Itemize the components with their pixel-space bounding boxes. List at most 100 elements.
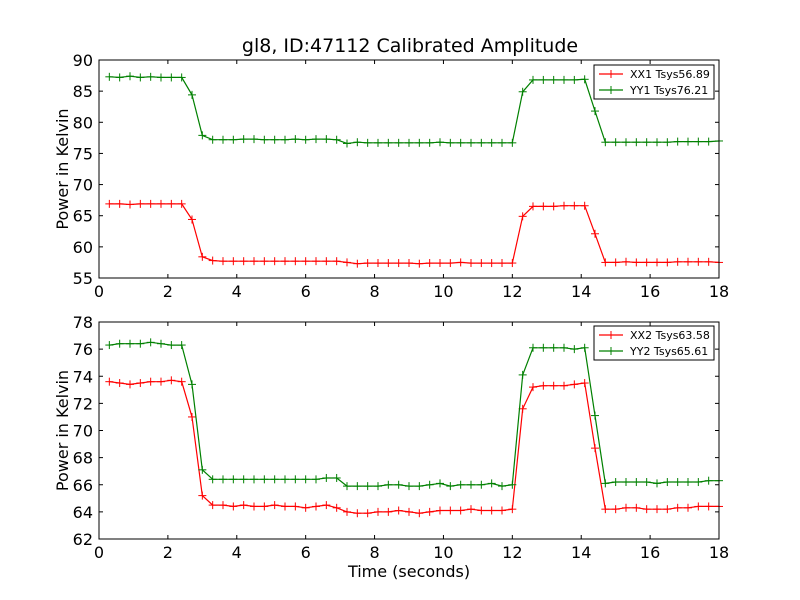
data-point: [549, 202, 558, 211]
x-tick-label: 12: [502, 543, 522, 562]
data-point: [353, 509, 362, 518]
data-point: [642, 478, 651, 487]
data-point: [663, 505, 672, 514]
data-point: [260, 135, 269, 144]
x-tick-label: 10: [433, 282, 453, 301]
data-point: [126, 380, 134, 389]
data-point: [394, 480, 403, 489]
x-tick-label: 12: [502, 282, 522, 301]
data-point: [353, 259, 362, 268]
data-point: [126, 339, 134, 348]
data-point: [208, 501, 217, 510]
y-tick-label: 60: [73, 238, 93, 257]
data-point: [229, 135, 238, 144]
data-point: [436, 259, 444, 268]
data-point: [332, 473, 341, 482]
data-point: [539, 343, 548, 352]
data-point: [591, 107, 599, 116]
data-point: [684, 257, 692, 266]
top-panel: 0 2 4 6 8 10 12 14 16 18 55 60 65 70 75 80 85 90 Power in …: [53, 51, 729, 301]
legend-entry: XX1 Tsys56.89: [630, 68, 710, 81]
data-point: [405, 482, 413, 491]
data-point: [322, 501, 331, 510]
data-point: [601, 479, 610, 488]
data-point: [188, 380, 196, 389]
data-point: [498, 482, 506, 491]
data-point: [549, 381, 558, 390]
data-point: [281, 502, 289, 511]
data-point: [477, 138, 486, 147]
data-point: [653, 479, 661, 488]
data-point: [477, 259, 486, 268]
data-point: [332, 257, 341, 266]
data-point: [539, 202, 548, 211]
x-tick-label: 18: [709, 282, 729, 301]
x-tick-label: 8: [369, 282, 379, 301]
data-point: [167, 341, 176, 350]
y-tick-label: 66: [73, 476, 93, 495]
data-point: [487, 138, 496, 147]
legend-entry: YY2 Tsys65.61: [629, 345, 708, 358]
data-point: [436, 506, 444, 515]
data-point: [684, 137, 692, 146]
data-point: [291, 475, 300, 484]
data-point: [694, 137, 703, 146]
data-point: [425, 480, 434, 489]
data-point: [642, 505, 651, 514]
data-point: [580, 379, 589, 388]
data-point: [539, 75, 548, 84]
data-point: [508, 138, 517, 147]
data-point: [146, 199, 155, 208]
data-point: [425, 138, 434, 147]
data-point: [260, 257, 269, 266]
data-point: [570, 75, 579, 84]
data-point: [167, 73, 176, 82]
data-point: [467, 259, 475, 268]
data-point: [653, 505, 661, 514]
data-point: [343, 139, 351, 148]
data-point: [591, 411, 599, 420]
data-point: [250, 257, 258, 266]
data-point: [312, 257, 320, 266]
data-point: [394, 138, 403, 147]
data-point: [704, 502, 713, 511]
data-point: [673, 257, 682, 266]
data-point: [105, 72, 114, 81]
data-point: [632, 138, 641, 147]
data-point: [105, 377, 114, 386]
data-point: [580, 75, 589, 84]
data-point: [332, 503, 341, 512]
data-point: [446, 506, 455, 515]
data-point: [239, 501, 248, 510]
data-point: [673, 137, 682, 146]
data-point: [477, 506, 486, 515]
data-point: [611, 258, 620, 267]
data-point: [684, 503, 692, 512]
data-point: [343, 258, 351, 267]
data-point: [301, 503, 310, 512]
data-point: [653, 258, 661, 267]
data-point: [126, 72, 134, 81]
data-point: [663, 258, 672, 267]
data-point: [312, 502, 320, 511]
y-tick-label: 70: [73, 422, 93, 441]
data-point: [642, 138, 651, 147]
y-tick-label: 55: [73, 269, 93, 288]
data-point: [487, 506, 496, 515]
data-point: [219, 501, 227, 510]
y-tick-label: 80: [73, 113, 93, 132]
data-point: [219, 257, 227, 266]
data-point: [250, 502, 258, 511]
data-point: [177, 377, 186, 386]
data-point: [560, 381, 568, 390]
data-point: [405, 259, 413, 268]
data-point: [467, 505, 475, 514]
data-point: [229, 475, 238, 484]
data-point: [260, 475, 269, 484]
data-point: [208, 256, 217, 265]
data-point: [622, 478, 630, 487]
y-tick-label: 65: [73, 207, 93, 226]
data-point: [518, 370, 527, 379]
data-point: [498, 138, 506, 147]
